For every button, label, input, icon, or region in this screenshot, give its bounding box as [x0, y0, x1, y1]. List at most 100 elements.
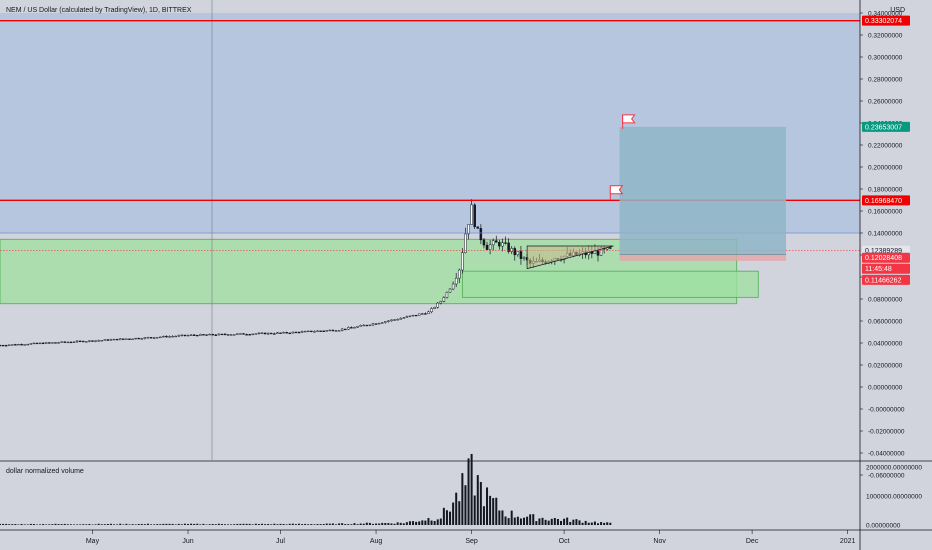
candle: [273, 332, 276, 335]
volume-bar: [51, 524, 54, 525]
resistance-mid-label-bg: [862, 195, 910, 206]
candle-body: [149, 337, 153, 339]
volume-bar: [587, 522, 590, 525]
candle-body: [128, 338, 131, 340]
volume-bar: [529, 514, 532, 525]
candle-body: [85, 341, 88, 343]
candle-body: [374, 323, 378, 325]
candle-body: [408, 315, 412, 317]
candle: [0, 344, 2, 347]
candle: [57, 341, 60, 344]
volume-bar: [526, 516, 529, 525]
volume-bar: [393, 523, 396, 525]
volume-bar: [523, 517, 526, 525]
candle-body: [504, 242, 507, 244]
volume-bar: [69, 524, 72, 525]
candle: [88, 340, 91, 343]
candle: [491, 238, 495, 251]
volume-bar: [415, 521, 418, 525]
volume-bar: [550, 518, 553, 525]
volume-bar: [538, 518, 541, 525]
candle: [405, 315, 409, 318]
candle-body: [353, 327, 356, 329]
candle: [78, 340, 82, 343]
candle: [223, 333, 227, 336]
volume-bar: [532, 514, 535, 525]
resistance-mid-label: 0.16968470: [862, 195, 910, 206]
candle-body: [1, 344, 5, 347]
candle-body: [14, 344, 17, 346]
volume-bar: [190, 523, 193, 525]
candle-body: [109, 339, 113, 341]
volume-bar: [32, 524, 35, 525]
candle-body: [513, 248, 517, 256]
candle-body: [436, 302, 439, 308]
candle-body: [337, 330, 341, 332]
candle-body: [347, 327, 350, 330]
candle: [325, 330, 328, 332]
candle-body: [0, 344, 2, 347]
volume-bar: [187, 523, 190, 525]
volume-bar: [217, 523, 220, 525]
resistance-mid-label-text: 0.16968470: [865, 198, 902, 205]
candle-body: [328, 329, 332, 332]
volume-bar: [421, 520, 424, 525]
volume-bar: [347, 524, 350, 525]
volume-bar: [267, 524, 270, 525]
volume-bar: [236, 523, 239, 525]
last-price-label-text: 0.12389289: [865, 248, 902, 255]
candle-body: [393, 319, 396, 321]
candle: [454, 273, 458, 288]
candle-body: [143, 337, 147, 339]
chart-title: NEM / US Dollar (calculated by TradingVi…: [6, 7, 192, 14]
candle: [251, 333, 255, 336]
candle-body: [125, 338, 128, 340]
volume-bar: [39, 524, 42, 525]
volume-bar: [590, 522, 593, 525]
volume-bar: [489, 495, 492, 525]
volume-bar: [359, 523, 362, 525]
candle-body: [41, 342, 45, 345]
volume-layer: [0, 453, 932, 525]
candle-body: [405, 316, 409, 318]
candle: [186, 334, 190, 337]
candle: [266, 332, 270, 336]
candle-body: [248, 334, 251, 336]
candle-body: [473, 204, 476, 228]
volume-bar: [452, 502, 455, 525]
candle: [94, 340, 97, 343]
candle: [7, 344, 11, 347]
volume-bar: [0, 523, 1, 525]
candle-body: [17, 344, 20, 346]
candle-body: [208, 333, 211, 336]
candle: [168, 335, 171, 338]
candle-body: [78, 340, 82, 343]
countdown-label-bg: [862, 263, 910, 274]
candle: [288, 332, 291, 335]
candle: [63, 341, 66, 343]
volume-bar: [381, 522, 384, 525]
volume-bar: [350, 524, 353, 525]
candle-body: [118, 338, 122, 341]
volume-bar: [600, 522, 603, 525]
candle: [54, 342, 57, 344]
volume-bar: [581, 522, 584, 525]
candle-body: [461, 252, 464, 271]
candle: [285, 331, 288, 334]
candle: [510, 246, 513, 255]
volume-bar: [390, 523, 393, 525]
volume-bar: [294, 524, 297, 525]
candle-body: [507, 242, 510, 252]
candle-body: [11, 344, 14, 346]
candle-body: [485, 244, 489, 250]
volume-bar: [180, 524, 183, 525]
candle-body: [32, 342, 36, 345]
candle: [1, 344, 5, 347]
price-tick-label: 0.02000000: [868, 363, 903, 370]
candle-body: [387, 320, 390, 322]
candle: [29, 343, 33, 345]
candle: [384, 321, 387, 324]
volume-bar: [153, 524, 156, 525]
candle: [380, 322, 384, 324]
